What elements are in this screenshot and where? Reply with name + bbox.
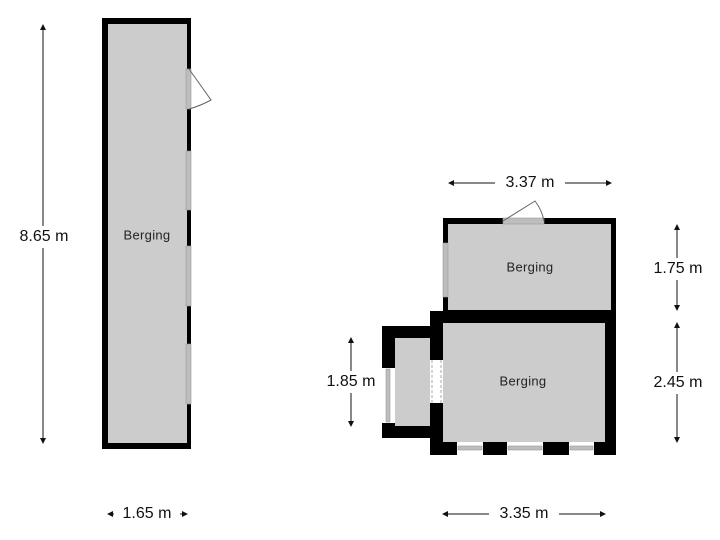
window-glass [569, 445, 594, 451]
window [185, 150, 192, 211]
window [185, 343, 192, 405]
window [442, 242, 449, 298]
annex-floor [395, 338, 430, 426]
dimension-label: 1.75 m [654, 260, 703, 277]
window-glass [457, 445, 483, 451]
dimension-label: 1.85 m [327, 373, 376, 390]
room-label: Berging [500, 373, 547, 388]
dimension-label: 1.65 m [123, 505, 172, 522]
dimension-label: 3.35 m [500, 505, 549, 522]
door-swing-icon [188, 68, 212, 110]
dimension-label: 8.65 m [20, 228, 69, 245]
dimension-label: 2.45 m [654, 374, 703, 391]
upper-room-floor [448, 224, 611, 310]
window-glass [507, 445, 543, 451]
dimensions: 8.65 m 1.65 m 3.37 m 1.75 m 2.45 m 1.85 … [10, 24, 712, 525]
dimension-label: 3.37 m [506, 174, 555, 191]
room-label: Berging [507, 259, 554, 274]
room-label: Berging [124, 227, 171, 242]
window [185, 245, 192, 307]
door-opening[interactable] [502, 217, 545, 225]
left-building: Berging [102, 18, 212, 449]
left-room-floor [108, 24, 187, 443]
passage-opening[interactable] [430, 360, 443, 403]
door-swing-icon [502, 200, 545, 222]
window-glass [385, 368, 391, 423]
lower-room-floor [443, 323, 605, 442]
door-opening[interactable] [185, 68, 192, 110]
right-building: Berging Berging [382, 200, 616, 455]
